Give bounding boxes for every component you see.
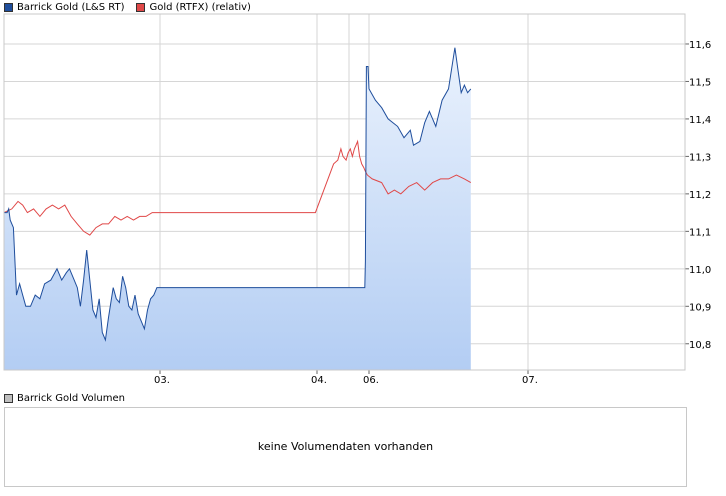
x-tick-label: 03. — [154, 375, 170, 386]
legend-item-gold: Gold (RTFX) (relativ) — [136, 1, 251, 13]
x-tick-label: 06. — [363, 375, 379, 386]
legend-swatch-barrick — [4, 2, 13, 12]
chart-legend: Barrick Gold (L&S RT) Gold (RTFX) (relat… — [4, 1, 263, 13]
legend-swatch-volume — [4, 393, 13, 403]
y-tick-label: 10,9 — [689, 302, 711, 313]
legend-label-volume: Barrick Gold Volumen — [17, 392, 125, 404]
y-tick-label: 11,6 — [689, 40, 711, 51]
x-tick-label: 04. — [311, 375, 327, 386]
legend-item-barrick: Barrick Gold (L&S RT) — [4, 2, 124, 13]
volume-legend: Barrick Gold Volumen — [4, 392, 125, 404]
barrick-area — [4, 47, 471, 370]
price-chart: 10,8 10,9 11,0 11,1 11,2 11,3 11,4 11,5 11,6 03. 0… — [3, 13, 711, 386]
barrick-series-line — [4, 47, 472, 342]
legend-swatch-gold — [136, 2, 146, 12]
y-tick-label: 11,4 — [689, 115, 711, 126]
gold-series-line — [3, 139, 472, 236]
y-tick-label: 11,2 — [689, 190, 711, 201]
volume-empty-message: keine Volumendaten vorhanden — [257, 440, 434, 453]
y-tick-label: 11,0 — [689, 265, 711, 276]
x-tick-label: 07. — [522, 375, 538, 386]
legend-label-gold: Gold (RTFX) (relativ) — [149, 1, 251, 13]
y-tick-label: 11,1 — [689, 227, 711, 238]
plot-frame-border — [3, 13, 686, 371]
legend-label-barrick: Barrick Gold (L&S RT) — [17, 1, 125, 13]
y-tick-label: 11,5 — [689, 77, 711, 88]
volume-panel: keine Volumendaten vorhanden — [4, 407, 687, 487]
y-tick-label: 11,3 — [689, 152, 711, 163]
y-tick-label: 10,8 — [689, 340, 711, 351]
